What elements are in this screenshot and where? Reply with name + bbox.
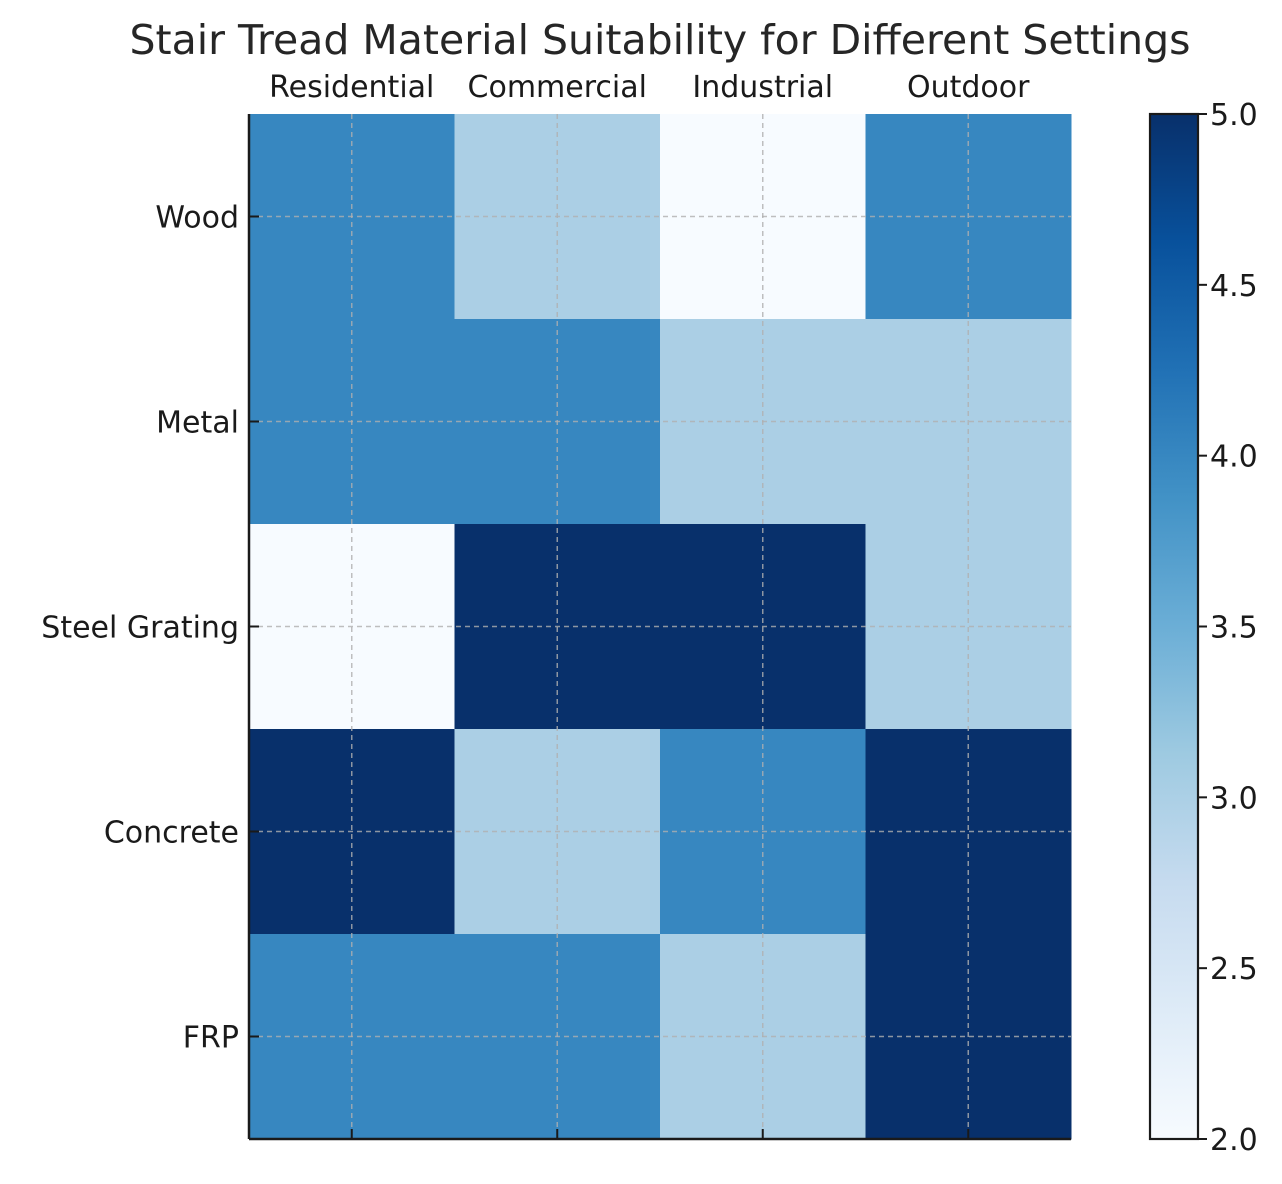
x-tick-label: Industrial <box>692 70 833 105</box>
y-tick-label: Concrete <box>104 816 239 851</box>
y-tick-label: FRP <box>183 1021 239 1056</box>
colorbar: 2.0 2.5 3.0 3.5 4.0 4.5 5.0 <box>1148 98 1258 1158</box>
x-tick-label: Commercial <box>468 70 647 105</box>
colorbar-tick-label: 5.0 <box>1210 98 1258 133</box>
colorbar-tick-label: 4.5 <box>1210 269 1258 304</box>
colorbar-tick-label: 2.0 <box>1210 1123 1258 1158</box>
x-tick-label: Outdoor <box>907 70 1030 105</box>
colorbar-tick-label: 2.5 <box>1210 952 1258 987</box>
x-axis-labels: Residential Commercial Industrial Outdoor <box>269 70 1030 105</box>
colorbar-tick-label: 4.0 <box>1210 440 1258 475</box>
axes <box>247 114 1071 1141</box>
y-tick-label: Wood <box>155 201 239 236</box>
heatmap-cell <box>865 524 1072 730</box>
y-tick-label: Steel Grating <box>41 611 239 646</box>
chart-title: Stair Tread Material Suitability for Dif… <box>130 16 1191 64</box>
colorbar-tick-label: 3.5 <box>1210 611 1258 646</box>
colorbar-tick-label: 3.0 <box>1210 781 1258 816</box>
heatmap-cell <box>865 729 1072 935</box>
heatmap-cells <box>249 114 1072 1140</box>
colorbar-gradient <box>1150 114 1198 1139</box>
x-tick-label: Residential <box>269 70 434 105</box>
grid-lines <box>249 114 1071 1139</box>
y-axis-labels: Wood Metal Steel Grating Concrete FRP <box>41 201 239 1056</box>
y-tick-label: Metal <box>156 406 239 441</box>
colorbar-ticks: 2.0 2.5 3.0 3.5 4.0 4.5 5.0 <box>1198 98 1258 1158</box>
